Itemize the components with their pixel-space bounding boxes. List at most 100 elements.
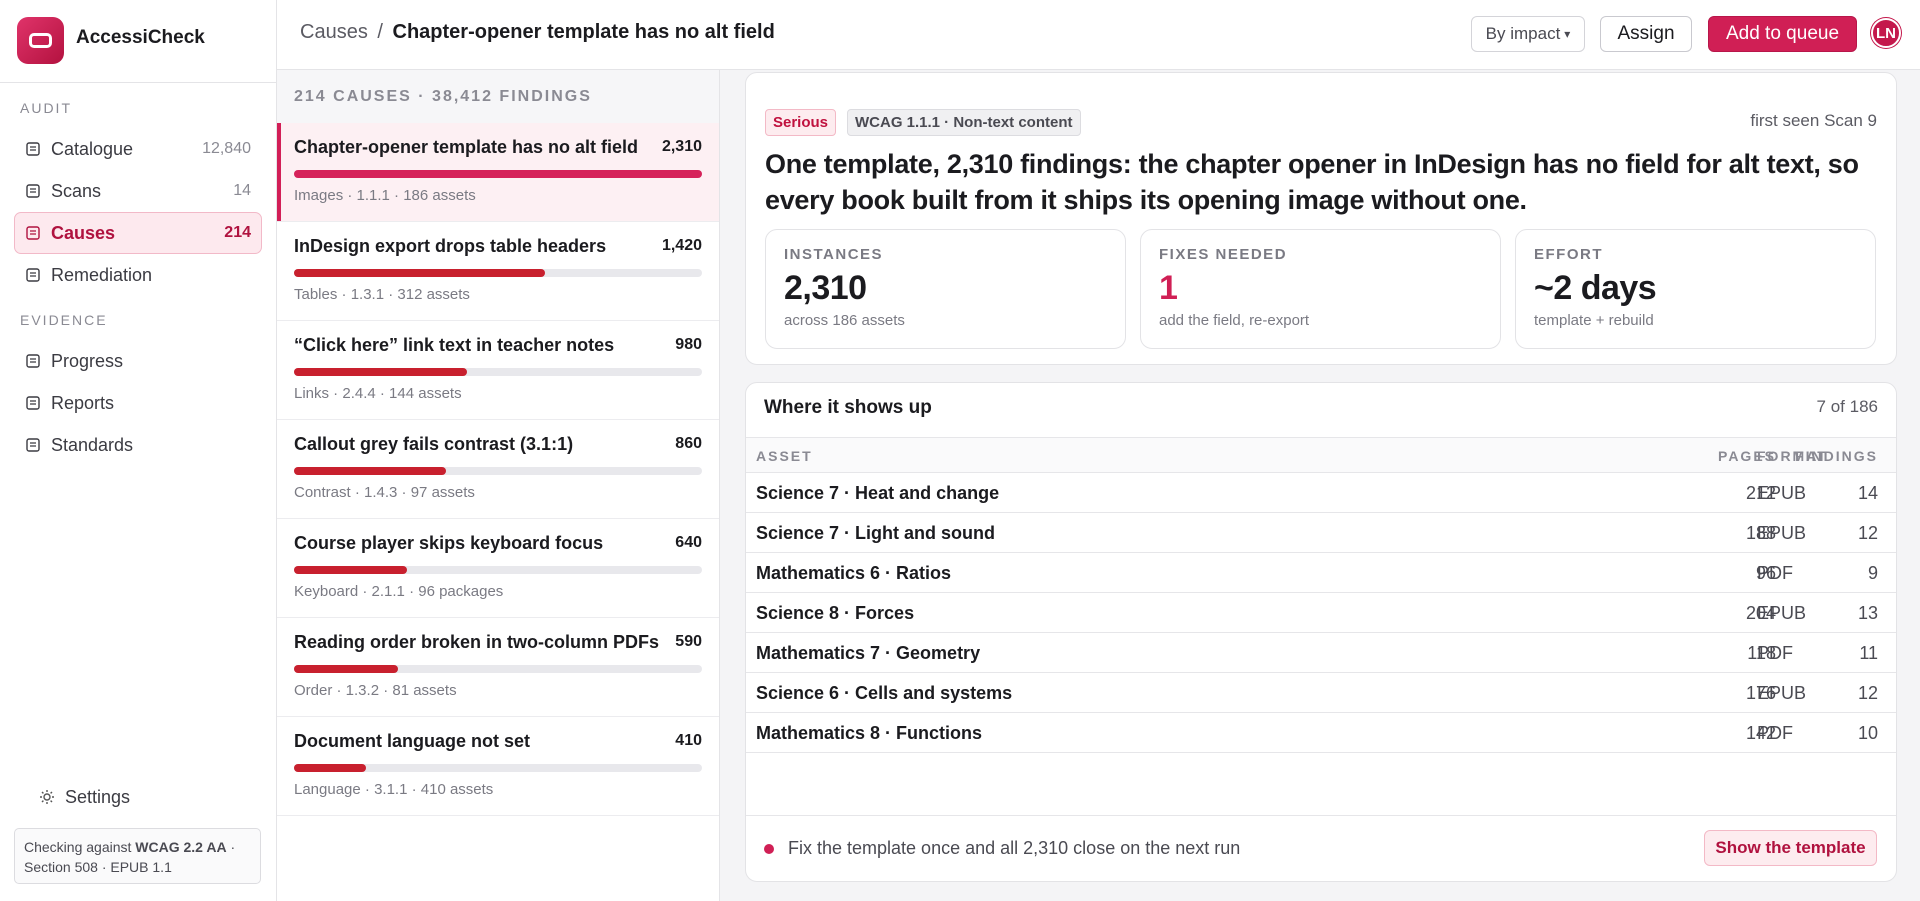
- summary-card: Serious WCAG 1.1.1 · Non-text content fi…: [745, 72, 1897, 365]
- nav-label: Progress: [51, 350, 124, 371]
- asset-name: Science 7 · Light and sound: [756, 523, 996, 543]
- cause-meta: Images · 1.1.1 · 186 assets: [294, 187, 476, 204]
- cause-count: 980: [675, 336, 702, 353]
- nav-icon: [26, 268, 40, 282]
- nav: AUDIT Catalogue 12,840 Scans 14 Causes 214 Reme…: [0, 84, 276, 466]
- bar-track: [294, 665, 702, 673]
- nav-section-title: AUDIT: [20, 100, 72, 116]
- first-seen: first seen Scan 9: [1750, 111, 1877, 130]
- asset-name: Mathematics 8 · Functions: [756, 723, 983, 743]
- queue-button[interactable]: Add to queue: [1708, 16, 1857, 52]
- cause-item[interactable]: Document language not set 410 Language · 3…: [277, 717, 719, 816]
- nav-label: Scans: [51, 180, 102, 201]
- table-row[interactable]: Science 7 · Heat and change EPUB 212 14: [746, 473, 1896, 513]
- nav-item[interactable]: Causes 214: [14, 212, 262, 254]
- nav-item[interactable]: Reports: [14, 382, 262, 424]
- table-count: 7 of 186: [1816, 397, 1878, 416]
- table-row[interactable]: Mathematics 7 · Geometry PDF 118 11: [746, 633, 1896, 673]
- nav-item[interactable]: Scans 14: [14, 170, 262, 212]
- findings: 12: [1857, 683, 1878, 703]
- breadcrumb: Causes / Chapter-opener template has no …: [300, 21, 775, 44]
- findings: 14: [1857, 483, 1878, 503]
- cause-item[interactable]: “Click here” link text in teacher notes 9…: [277, 321, 719, 420]
- note-prefix: Checking against: [24, 839, 132, 855]
- cause-count: 410: [675, 732, 702, 749]
- cause-title: Reading order broken in two-column PDFs: [294, 632, 660, 652]
- cause-items: Chapter-opener template has no alt field…: [277, 123, 719, 816]
- stat-sub: template + rebuild: [1534, 312, 1654, 329]
- table-row[interactable]: Science 6 · Cells and systems EPUB 176 12: [746, 673, 1896, 713]
- divider: [0, 82, 276, 83]
- stat-card: FIXES NEEDED 1 add the field, re-export: [1140, 229, 1501, 349]
- assign-button[interactable]: Assign: [1600, 16, 1692, 52]
- occurrences-card: Where it shows up 7 of 186 ASSET FORMAT PA…: [745, 382, 1897, 882]
- stat-card: EFFORT ~2 days template + rebuild: [1515, 229, 1876, 349]
- cause-count: 590: [675, 633, 702, 650]
- table-row[interactable]: Science 7 · Light and sound EPUB 188 12: [746, 513, 1896, 553]
- table-row[interactable]: Mathematics 8 · Functions PDF 142 10: [746, 713, 1896, 753]
- nav-label: Standards: [51, 434, 134, 455]
- avatar[interactable]: LN: [1871, 18, 1901, 48]
- cause-item[interactable]: Chapter-opener template has no alt field…: [277, 123, 719, 222]
- cause-list: 214 CAUSES · 38,412 FINDINGS Chapter-ope…: [277, 70, 720, 901]
- table-title: Where it shows up: [764, 397, 932, 418]
- nav-label: Causes: [51, 222, 116, 243]
- nav-icon: [26, 396, 40, 410]
- nav-label: Remediation: [51, 264, 153, 285]
- cause-title: Callout grey fails contrast (3.1:1): [294, 434, 574, 454]
- crumb-link[interactable]: Causes: [300, 21, 368, 43]
- cause-item[interactable]: Callout grey fails contrast (3.1:1) 860 Co…: [277, 420, 719, 519]
- crumb-current: Chapter-opener template has no alt field: [392, 21, 775, 43]
- cause-meta: Keyboard · 2.1.1 · 96 packages: [294, 583, 504, 600]
- cause-meta: Order · 1.3.2 · 81 assets: [294, 682, 457, 699]
- cause-item[interactable]: Course player skips keyboard focus 640 Key…: [277, 519, 719, 618]
- cause-title: Chapter-opener template has no alt field: [294, 137, 639, 157]
- cause-item[interactable]: Reading order broken in two-column PDFs 5…: [277, 618, 719, 717]
- standards-note: Checking against WCAG 2.2 AA · Section 5…: [14, 828, 261, 884]
- table-row[interactable]: Science 8 · Forces EPUB 204 13: [746, 593, 1896, 633]
- stat-label: FIXES NEEDED: [1159, 246, 1288, 263]
- asset-name: Science 6 · Cells and systems: [756, 683, 1013, 703]
- criterion-badge: WCAG 1.1.1 · Non-text content: [847, 109, 1081, 136]
- sort-dropdown[interactable]: By impact ▾: [1471, 16, 1585, 52]
- bar-track: [294, 368, 702, 376]
- settings-icon: [40, 790, 54, 804]
- asset-name: Mathematics 6 · Ratios: [756, 563, 952, 583]
- pages: 176: [1745, 683, 1776, 703]
- stat-label: EFFORT: [1534, 246, 1603, 263]
- table-row[interactable]: Mathematics 6 · Ratios PDF 96 9: [746, 553, 1896, 593]
- stat-card: INSTANCES 2,310 across 186 assets: [765, 229, 1126, 349]
- cause-meta: Language · 3.1.1 · 410 assets: [294, 781, 494, 798]
- settings-label: Settings: [65, 786, 131, 807]
- caret: ▾: [1564, 27, 1571, 41]
- nav-item[interactable]: Progress: [14, 340, 262, 382]
- nav-count: 14: [233, 182, 251, 199]
- bar: [294, 269, 545, 277]
- cause-meta: Links · 2.4.4 · 144 assets: [294, 385, 462, 402]
- nav-item[interactable]: Catalogue 12,840: [14, 128, 262, 170]
- bar-track: [294, 269, 702, 277]
- format: PDF: [1757, 563, 1793, 583]
- table-header: ASSET FORMAT PAGES FINDINGS: [746, 437, 1896, 473]
- bar: [294, 665, 399, 673]
- sort-label: By impact: [1485, 24, 1561, 43]
- pages: 212: [1745, 483, 1776, 503]
- findings: 9: [1867, 563, 1878, 583]
- format: EPUB: [1757, 523, 1807, 543]
- asset-name: Science 7 · Heat and change: [756, 483, 1000, 503]
- format: EPUB: [1757, 683, 1807, 703]
- logo: [17, 17, 64, 64]
- cause-item[interactable]: InDesign export drops table headers 1,420…: [277, 222, 719, 321]
- format: PDF: [1757, 643, 1793, 663]
- col-header: PAGES: [1718, 448, 1776, 464]
- bar: [294, 368, 468, 376]
- nav-item[interactable]: Remediation: [14, 254, 262, 296]
- severity-badge: Serious: [765, 109, 837, 136]
- nav-item[interactable]: Standards: [14, 424, 262, 466]
- cause-count: 860: [675, 435, 702, 452]
- template-button[interactable]: Show the template: [1704, 830, 1877, 866]
- settings[interactable]: Settings: [28, 776, 276, 818]
- cause-title: Document language not set: [294, 731, 531, 751]
- cause-count: 640: [675, 534, 702, 551]
